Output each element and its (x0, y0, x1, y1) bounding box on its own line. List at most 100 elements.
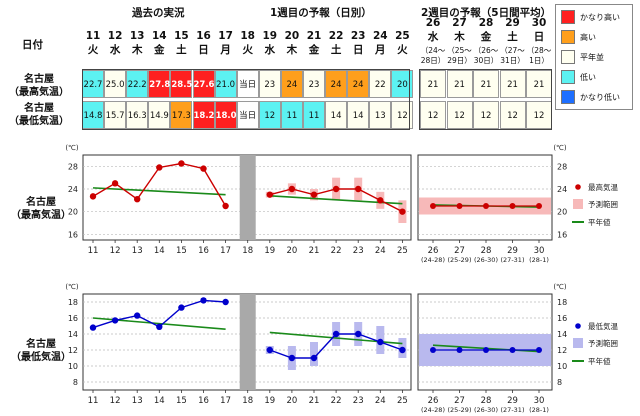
week2-range-end: 29日） (447, 56, 472, 65)
x-tick-label: 18 (242, 246, 253, 256)
y-unit-label-right: (℃) (553, 144, 567, 152)
week2-min-cell: 12 (446, 101, 473, 129)
x-tick-label: 21 (309, 396, 320, 406)
day-weekday: 土 (176, 44, 187, 56)
observed-point (178, 160, 185, 167)
x-tick-label: 24 (375, 396, 386, 406)
max-row-label: 名古屋 （最高気温） (6, 73, 72, 99)
max-cell: 28.5 (170, 70, 193, 98)
forecast-point (399, 208, 406, 215)
min-cell: 12 (258, 101, 281, 129)
week2-range-start: （25〜 (447, 46, 472, 55)
legend-label: 平年並 (580, 53, 604, 62)
week2-min-cell: 12 (420, 101, 446, 129)
week2-range-end: 1日） (529, 56, 549, 65)
week2-x-tick-label: 26 (428, 396, 439, 406)
max-cell: 23 (303, 70, 325, 98)
x-tick-label: 23 (353, 396, 364, 406)
chart-min-label-city: 名古屋 (26, 339, 56, 350)
legend-label: かなり高い (580, 13, 620, 22)
week2-weekday: 木 (454, 31, 465, 43)
day-number: 20 (284, 30, 300, 42)
week2-max-cell: 21 (499, 70, 526, 98)
week2-day-number: 26 (425, 17, 441, 29)
legend-label: 予測範囲 (588, 338, 618, 348)
legend-label: 最高気温 (588, 182, 618, 192)
x-tick-label: 13 (132, 396, 143, 406)
week2-x-tick-label: 28 (481, 246, 492, 256)
week2-x-range-label: (24-28) (421, 406, 445, 414)
chart-min-label: 名古屋 （最低気温） (8, 338, 74, 364)
max-cell: 20 (391, 70, 414, 98)
x-tick-label: 21 (309, 246, 320, 256)
x-tick-label: 16 (198, 396, 209, 406)
observed-point (89, 324, 97, 331)
min-cell: 13 (369, 101, 392, 129)
x-tick-label: 22 (331, 396, 342, 406)
observed-point (178, 304, 185, 311)
observed-point (134, 312, 141, 319)
legend-swatch (561, 90, 575, 104)
x-tick-label: 25 (397, 246, 408, 256)
observed-point (156, 164, 163, 171)
min-cell: 16.3 (126, 101, 149, 129)
week2-range-end: 28日） (420, 56, 446, 65)
forecast-point (310, 191, 318, 198)
max-cell: 24 (347, 70, 370, 98)
legend-marker-range (573, 338, 583, 348)
day-weekday: 日 (352, 44, 364, 56)
x-tick-label: 18 (242, 396, 253, 406)
observed-point (134, 196, 141, 203)
week2-weekday: 金 (480, 31, 492, 43)
legend-marker-point (575, 323, 581, 329)
table-legend: かなり高い 高い 平年並 低い かなり低い (555, 4, 633, 110)
forecast-point (288, 185, 296, 193)
max-cell: 27.6 (192, 70, 215, 98)
max-cell: 24 (280, 70, 303, 98)
observed-point (200, 165, 207, 172)
x-tick-label: 20 (286, 246, 297, 256)
min-cell: 15.7 (104, 101, 127, 129)
legend-swatch (561, 10, 575, 24)
min-cell: 11 (280, 101, 303, 129)
x-tick-label: 19 (264, 396, 275, 406)
table-frame-week2 (419, 69, 552, 130)
week2-point (456, 203, 463, 209)
week2-x-range-label: (28-1) (529, 256, 549, 264)
week2-day-number: 28 (478, 17, 494, 29)
min-row-label-city: 名古屋 (24, 103, 54, 114)
table-frame-days (82, 69, 410, 130)
day-weekday: 火 (242, 44, 253, 56)
y-tick-label: 16 (68, 314, 78, 323)
y-unit-label: (℃) (65, 283, 79, 291)
week2-x-range-label: (27-31) (501, 256, 525, 264)
week2-min-cell: 12 (473, 101, 499, 129)
min-cell: 11 (303, 101, 325, 129)
min-cell: 18.0 (214, 101, 237, 129)
y-tick-label-right: 12 (557, 346, 567, 355)
week2-point (430, 203, 436, 209)
y-tick-label: 24 (68, 185, 78, 194)
week2-weekday: 土 (507, 31, 518, 43)
max-row-label-kind: （最高気温） (9, 87, 69, 98)
legend-swatch (561, 50, 575, 64)
y-tick-label: 10 (68, 362, 78, 371)
x-tick-label: 19 (264, 246, 275, 256)
day-number: 25 (395, 30, 410, 42)
week2-max-cell: 21 (420, 70, 446, 98)
legend-label: かなり低い (580, 93, 620, 102)
week2-range-start: （26〜 (473, 46, 499, 55)
forecast-point (332, 330, 340, 338)
x-tick-label: 11 (88, 246, 99, 256)
y-tick-label-right: 16 (557, 314, 567, 323)
chart-max-label-city: 名古屋 (26, 197, 56, 208)
max-cell: 24 (325, 70, 348, 98)
week2-max-cell: 21 (446, 70, 473, 98)
day-weekday: 木 (286, 44, 298, 56)
day-number: 19 (262, 30, 278, 42)
week2-x-tick-label: 28 (481, 396, 492, 406)
forecast-point (266, 346, 273, 354)
day-number: 17 (218, 30, 233, 42)
observed-point (156, 323, 163, 330)
week2-range-start: （27〜 (500, 46, 525, 55)
